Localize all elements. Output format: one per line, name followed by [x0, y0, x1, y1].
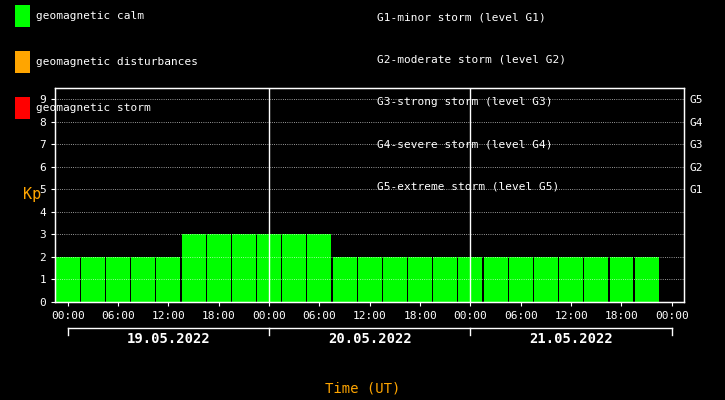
Text: G2-moderate storm (level G2): G2-moderate storm (level G2) [377, 55, 566, 65]
Text: G3-strong storm (level G3): G3-strong storm (level G3) [377, 97, 552, 107]
Bar [333, 257, 357, 302]
Bar [610, 257, 634, 302]
Bar [157, 257, 181, 302]
Text: G5-extreme storm (level G5): G5-extreme storm (level G5) [377, 181, 559, 191]
Bar [282, 234, 306, 302]
Bar [257, 234, 281, 302]
Text: 20.05.2022: 20.05.2022 [328, 332, 412, 346]
Bar [383, 257, 407, 302]
Bar [634, 257, 658, 302]
Bar [106, 257, 130, 302]
Bar [484, 257, 508, 302]
Bar [458, 257, 482, 302]
Text: geomagnetic storm: geomagnetic storm [36, 103, 151, 113]
Bar [181, 234, 205, 302]
Bar [232, 234, 256, 302]
Bar [434, 257, 457, 302]
Bar [307, 234, 331, 302]
Text: 21.05.2022: 21.05.2022 [529, 332, 613, 346]
Bar [408, 257, 432, 302]
Text: geomagnetic disturbances: geomagnetic disturbances [36, 57, 198, 67]
Text: G1-minor storm (level G1): G1-minor storm (level G1) [377, 13, 546, 23]
Text: G4-severe storm (level G4): G4-severe storm (level G4) [377, 139, 552, 149]
Bar [584, 257, 608, 302]
Bar [207, 234, 231, 302]
Bar [559, 257, 583, 302]
Bar [358, 257, 381, 302]
Bar [56, 257, 80, 302]
Bar [131, 257, 155, 302]
Bar [81, 257, 105, 302]
Text: 19.05.2022: 19.05.2022 [126, 332, 210, 346]
Text: Time (UT): Time (UT) [325, 381, 400, 395]
Y-axis label: Kp: Kp [23, 188, 41, 202]
Bar [534, 257, 558, 302]
Text: geomagnetic calm: geomagnetic calm [36, 11, 144, 21]
Bar [509, 257, 533, 302]
